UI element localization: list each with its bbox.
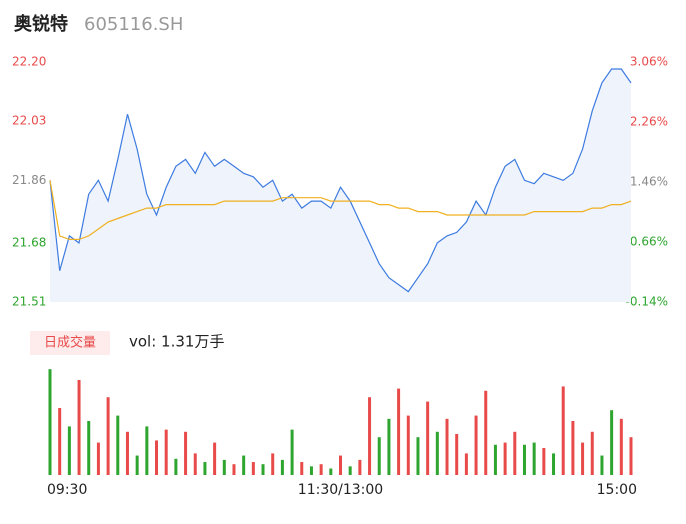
volume-bar [96, 442, 100, 475]
volume-bar [435, 431, 439, 475]
y2-tick-label: 3.06% [630, 55, 668, 69]
y2-tick-label: -0.14% [626, 295, 668, 309]
volume-bar [125, 431, 129, 475]
volume-bar [542, 448, 546, 475]
volume-bar [552, 453, 556, 475]
volume-bar [222, 459, 226, 475]
volume-bar [184, 431, 188, 475]
volume-bar [377, 437, 381, 475]
volume-bar [522, 444, 526, 475]
volume-bar [493, 444, 497, 475]
volume-bar [581, 442, 585, 475]
stock-code: 605116.SH [84, 14, 183, 35]
volume-bar [251, 462, 255, 475]
legend-box [30, 331, 110, 355]
volume-bar [232, 464, 236, 475]
volume-bar [106, 397, 110, 475]
volume-bar [339, 455, 342, 475]
volume-bar [164, 429, 168, 475]
stock-name: 奥锐特 [14, 13, 68, 35]
volume-bar [629, 437, 633, 475]
volume-bar [590, 431, 594, 475]
legend-label: 日成交量 [44, 335, 96, 351]
x-tick-label: 09:30 [47, 482, 87, 498]
average-line [49, 180, 632, 240]
volume-bar [58, 408, 62, 475]
y2-tick-label: 2.26% [630, 115, 668, 129]
volume-bar [48, 369, 52, 475]
volume-bar [135, 455, 139, 475]
y-tick-label: 21.68 [12, 235, 46, 249]
y2-tick-label: 1.46% [630, 175, 668, 189]
volume-bar [397, 388, 401, 475]
price-area [50, 69, 631, 302]
volume-bar [610, 410, 614, 475]
volume-bar [426, 401, 430, 475]
volume-bar [619, 418, 623, 475]
volume-bar [513, 431, 517, 475]
volume-bar [416, 437, 420, 475]
volume-bar [358, 459, 362, 475]
volume-bar [368, 397, 372, 475]
volume-bar [271, 453, 275, 475]
volume-bar [193, 453, 197, 475]
volume-bar [329, 468, 333, 475]
volume-bar [213, 442, 217, 475]
volume-bar [387, 418, 391, 475]
volume-bar [484, 390, 488, 475]
volume-bar [116, 415, 120, 475]
volume-bar [309, 466, 313, 475]
volume-bar [155, 440, 159, 475]
y-tick-label: 21.86 [12, 173, 46, 187]
volume-bar [242, 455, 246, 475]
volume-bar [532, 442, 536, 475]
volume-bar [319, 464, 323, 475]
volume-bar [300, 462, 304, 475]
volume-bar [174, 458, 178, 475]
volume-bar [503, 442, 507, 475]
volume-bar [474, 415, 478, 475]
volume-bar [87, 421, 91, 475]
volume-bar [67, 426, 71, 475]
volume-bar [406, 415, 410, 475]
y2-tick-label: 0.66% [630, 235, 668, 249]
volume-bar [561, 386, 565, 475]
x-tick-label: 15:00 [597, 482, 637, 498]
y-tick-label: 22.20 [12, 55, 46, 69]
volume-bar [203, 462, 207, 475]
volume-bar [77, 379, 81, 475]
volume-bar [348, 466, 352, 475]
volume-bar [145, 426, 149, 475]
x-tick-label: 11:30/13:00 [298, 482, 383, 498]
volume-bar [290, 429, 294, 475]
y-tick-label: 22.03 [12, 114, 46, 128]
volume-bar [571, 421, 575, 475]
volume-note: vol: 1.31万手 [129, 333, 224, 351]
volume-bar [455, 433, 459, 475]
volume-bar [600, 455, 604, 475]
volume-bar [261, 464, 265, 475]
volume-bar [280, 459, 284, 475]
y-tick-label: 21.51 [12, 295, 46, 309]
volume-bar [445, 418, 449, 475]
volume-bar [464, 453, 468, 475]
price-line [49, 68, 632, 293]
